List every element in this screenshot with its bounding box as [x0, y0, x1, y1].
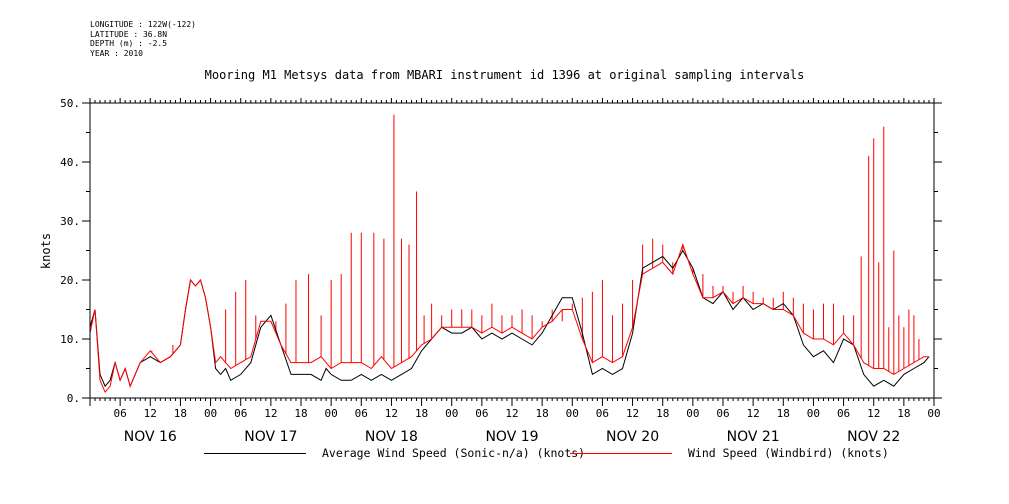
x-hour-tick-label: 00: [686, 407, 699, 420]
x-hour-tick-label: 12: [144, 407, 157, 420]
x-day-label: NOV 18: [365, 429, 418, 445]
x-hour-tick-label: 06: [596, 407, 609, 420]
x-day-label: NOV 22: [847, 429, 900, 445]
axes-layer: 0. 10. 20. 30. 40. 50. 06 12 18 00 06 12 18 00 06 12 18 0…: [60, 97, 942, 445]
legend-line-average: [204, 453, 306, 454]
mooring-metadata: LONGITUDE : 122W(-122) LATITUDE : 36.8N …: [90, 20, 196, 58]
x-hour-tick-label: 06: [716, 407, 729, 420]
plot-frame: [89, 102, 935, 399]
x-hour-tick-label: 12: [385, 407, 398, 420]
x-hour-tick-label: 12: [747, 407, 760, 420]
x-hour-tick-label: 06: [114, 407, 127, 420]
x-hour-tick-label: 06: [234, 407, 247, 420]
x-hour-tick-label: 18: [174, 407, 187, 420]
longitude-text: LONGITUDE : 122W(-122): [90, 20, 196, 29]
x-hour-tick-label: 00: [566, 407, 579, 420]
x-hour-tick-label: 12: [264, 407, 277, 420]
year-text: YEAR : 2010: [90, 48, 143, 58]
x-hour-tick-label: 00: [807, 407, 820, 420]
y-axis-label: knots: [39, 233, 53, 269]
x-day-label: NOV 19: [485, 429, 538, 445]
y-tick-label: 10.: [60, 333, 80, 346]
chart-title: Mooring M1 Metsys data from MBARI instru…: [204, 68, 805, 82]
series-line-windbird: [89, 243, 929, 394]
y-tick-label: 40.: [60, 156, 80, 169]
x-day-label: NOV 16: [124, 429, 177, 445]
x-hour-tick-label: 00: [204, 407, 217, 420]
x-hour-tick-label: 12: [867, 407, 880, 420]
depth-text: DEPTH (m) : -2.5: [90, 39, 168, 48]
y-tick-label: 20.: [60, 274, 80, 287]
x-day-label: NOV 17: [244, 429, 297, 445]
x-day-label: NOV 21: [727, 429, 780, 445]
x-hour-tick-label: 00: [445, 407, 458, 420]
x-hour-tick-label: 18: [897, 407, 910, 420]
x-hour-tick-label: 12: [626, 407, 639, 420]
x-hour-tick-label: 18: [656, 407, 669, 420]
x-hour-tick-label: 06: [355, 407, 368, 420]
x-hour-tick-label: 18: [415, 407, 428, 420]
x-day-label: NOV 20: [606, 429, 659, 445]
x-hour-tick-label: 18: [294, 407, 307, 420]
y-tick-label: 30.: [60, 215, 80, 228]
x-hour-tick-label: 06: [475, 407, 488, 420]
legend-label-windbird: Wind Speed (Windbird) (knots): [688, 446, 889, 460]
legend-line-windbird: [570, 453, 672, 454]
y-tick-label: 50.: [60, 97, 80, 110]
x-hour-tick-label: 00: [927, 407, 940, 420]
y-tick-label: 0.: [67, 392, 80, 405]
latitude-text: LATITUDE : 36.8N: [90, 29, 168, 39]
legend: Average Wind Speed (Sonic-n/a) (knots) W…: [0, 446, 1009, 462]
x-hour-tick-label: 00: [325, 407, 338, 420]
x-hour-tick-label: 18: [536, 407, 549, 420]
series-layer: [89, 114, 930, 394]
x-hour-tick-label: 18: [777, 407, 790, 420]
x-hour-tick-label: 12: [505, 407, 518, 420]
legend-label-average: Average Wind Speed (Sonic-n/a) (knots): [322, 446, 586, 460]
x-hour-tick-label: 06: [837, 407, 850, 420]
